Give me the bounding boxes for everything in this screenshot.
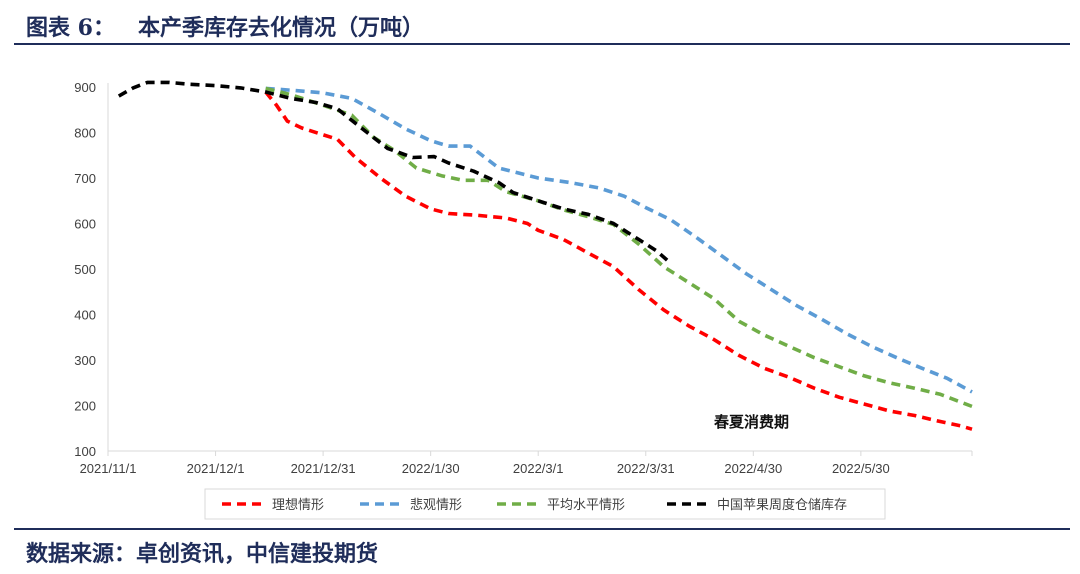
legend-label: 理想情形: [272, 497, 324, 513]
legend-label: 平均水平情形: [547, 498, 625, 513]
series-line-2: [265, 86, 973, 394]
legend-label: 中国苹果周度仓储库存: [717, 497, 847, 513]
y-tick-label: 900: [74, 80, 96, 95]
title-rule: [14, 43, 1070, 45]
x-tick-label: 2022/4/30: [724, 461, 782, 476]
y-tick-label: 300: [74, 353, 96, 368]
x-tick-label: 2022/3/1: [513, 461, 564, 476]
y-tick-label: 400: [74, 308, 96, 323]
x-tick-label: 2021/12/1: [187, 461, 245, 476]
series-line-4: [117, 80, 673, 265]
x-tick-label: 2022/1/30: [402, 461, 460, 476]
y-tick-labels: 100 200 300 400 500 600 700 800 900: [74, 80, 96, 459]
series-line-3: [265, 86, 973, 409]
x-tick-label: 2022/5/30: [832, 461, 890, 476]
legend-label: 悲观情形: [410, 497, 462, 513]
data-source: 数据来源：卓创资讯，中信建投期货: [26, 541, 379, 567]
figure-title: 图表 6： 本产季库存去化情况（万吨）: [26, 15, 424, 41]
y-tick-label: 700: [74, 171, 96, 186]
y-tick-label: 200: [74, 399, 96, 414]
source-rule: [14, 528, 1070, 530]
consumption-period-annotation: 春夏消费期: [714, 413, 789, 431]
y-tick-label: 800: [74, 126, 96, 141]
x-tick-label: 2021/12/31: [291, 461, 356, 476]
y-tick-label: 500: [74, 262, 96, 277]
x-tick-label: 2022/3/31: [617, 461, 675, 476]
y-tick-label: 100: [74, 444, 96, 459]
x-tick-label: 2021/11/1: [80, 461, 137, 476]
legend: 理想情形 悲观情形 平均水平情形 中国苹果周度仓储库存: [204, 488, 886, 520]
y-tick-label: 600: [74, 217, 96, 232]
series-line-1: [264, 90, 973, 431]
legend-box: [204, 488, 886, 520]
x-tick-labels: 2021/11/1 2021/12/1 2021/12/31 2022/1/30 202…: [80, 451, 973, 476]
series-lines: [117, 80, 973, 431]
